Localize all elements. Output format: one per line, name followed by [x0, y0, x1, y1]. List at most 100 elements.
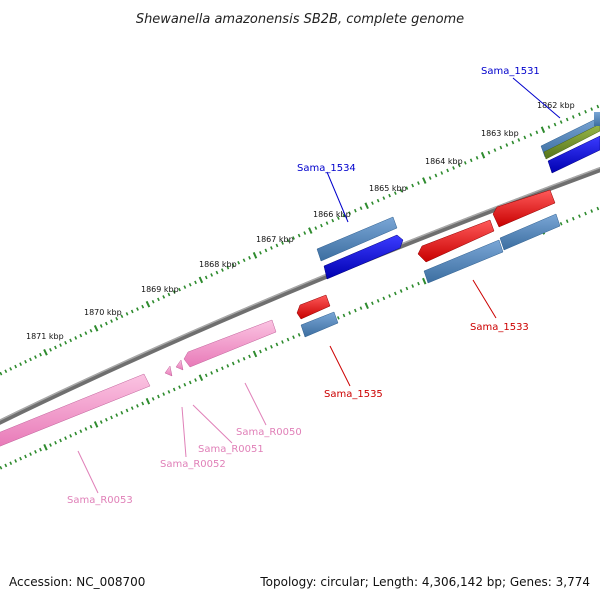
outer-scale-tick	[93, 324, 99, 332]
label-sama-r0050[interactable]: Sama_R0050	[236, 427, 302, 438]
inner-scale-tick	[393, 291, 397, 296]
inner-scale-tick	[371, 301, 374, 306]
rna-sama-r0053[interactable]	[0, 373, 151, 447]
inner-scale-tick	[43, 443, 48, 451]
inner-scale-tick	[399, 289, 403, 293]
scale-label-1863: 1863 kbp	[481, 129, 519, 138]
inner-scale-tick	[188, 380, 192, 385]
outer-scale-tick	[308, 227, 313, 234]
outer-scale-tick	[565, 117, 569, 122]
label-sama-r0052[interactable]: Sama_R0052	[160, 459, 226, 470]
gene-edge-right[interactable]	[594, 112, 600, 126]
outer-scale-tick	[553, 122, 557, 127]
inner-scale-tick	[125, 408, 129, 413]
outer-scale-tick	[303, 231, 307, 235]
outer-scale-tick	[215, 270, 219, 275]
inner-scale-tick	[248, 354, 251, 359]
inner-scale-tick	[596, 206, 600, 211]
inner-scale-tick	[69, 434, 73, 438]
label-sama-1534[interactable]: Sama_1534	[297, 163, 356, 174]
outer-scale-tick	[297, 233, 301, 238]
outer-scale-tick	[19, 362, 23, 366]
outer-scale-tick	[220, 268, 224, 272]
inner-scale-tick	[382, 296, 386, 301]
outer-scale-tick	[434, 173, 438, 178]
inner-scale-tick	[237, 359, 241, 363]
rna-sama-r0051[interactable]	[175, 359, 184, 371]
inner-scale-tick	[204, 373, 208, 378]
outer-scale-tick	[281, 241, 284, 245]
outer-scale-tick	[475, 156, 479, 160]
rna-sama-r0050[interactable]	[183, 319, 277, 368]
inner-scale-tick	[571, 216, 575, 221]
inner-scale-tick	[559, 221, 563, 226]
outer-scale-tick	[4, 369, 8, 374]
gene-sama-1535[interactable]	[300, 311, 339, 338]
outer-scale-tick	[596, 104, 600, 109]
outer-scale-tick	[125, 312, 129, 316]
inner-scale-tick	[210, 371, 214, 375]
inner-scale-tick	[104, 417, 108, 422]
label-sama-1531[interactable]: Sama_1531	[481, 66, 540, 77]
outer-scale-tick	[248, 255, 251, 260]
outer-scale-tick	[517, 138, 521, 142]
scale-label-1866: 1866 kbp	[313, 210, 351, 219]
inner-scale-tick	[9, 461, 13, 466]
label-sama-1533[interactable]: Sama_1533	[470, 322, 529, 333]
outer-scale-tick	[353, 208, 357, 213]
inner-scale-tick	[172, 387, 176, 392]
outer-scale-tick	[547, 125, 551, 129]
inner-scale-tick	[264, 347, 268, 352]
outer-scale-tick	[259, 251, 262, 255]
inner-scale-tick	[353, 308, 357, 313]
rna-sama-r0052[interactable]	[164, 365, 173, 377]
outer-scale-tick	[469, 158, 473, 163]
inner-scale-tick	[275, 342, 279, 347]
label-sama-1535[interactable]: Sama_1535	[324, 389, 383, 400]
cds-sama-1535[interactable]	[296, 294, 331, 320]
inner-scale-tick	[24, 454, 27, 459]
outer-scale-tick	[24, 359, 27, 364]
forward-features	[316, 112, 600, 280]
outer-scale-tick	[141, 304, 145, 309]
map-title: Shewanella amazonensis SB2B, complete ge…	[136, 12, 464, 27]
inner-scale-tick	[115, 413, 119, 417]
outer-scale-tick	[275, 243, 279, 248]
cds-sama-1533-b[interactable]	[492, 189, 556, 228]
outer-scale-tick	[226, 265, 230, 270]
outer-scale-tick	[242, 258, 246, 263]
misc-feature-sama-1531[interactable]	[543, 123, 600, 160]
outer-scale-tick	[428, 176, 432, 180]
outer-scale-tick	[34, 355, 37, 359]
inner-scale-tick	[79, 429, 83, 434]
outer-scale-tick	[188, 282, 192, 287]
outer-scale-tick	[411, 183, 415, 188]
outer-scale-tick	[452, 166, 455, 170]
gene-sama-1533-b[interactable]	[499, 213, 561, 251]
inner-scale-tick	[167, 390, 171, 394]
inner-scale-tick	[39, 447, 42, 452]
inner-scale-tick	[0, 465, 3, 470]
outer-scale-tick	[178, 287, 181, 292]
gene-sama-1533[interactable]	[423, 239, 504, 284]
inner-scale-tick	[120, 410, 124, 415]
label-sama-r0051[interactable]: Sama_R0051	[198, 444, 264, 455]
cds-sama-1531[interactable]	[547, 135, 600, 174]
outer-scale-tick	[348, 211, 352, 215]
inner-scale-tick	[84, 427, 88, 431]
outer-scale-tick	[463, 161, 467, 165]
inner-scale-tick	[64, 436, 68, 440]
outer-scale-tick	[115, 316, 119, 321]
inner-scale-tick	[178, 385, 181, 389]
outer-scale-tick	[342, 213, 346, 218]
cds-sama-1533-a[interactable]	[417, 219, 495, 263]
gene-sama-1534[interactable]	[316, 216, 398, 262]
inner-scale-tick	[348, 311, 352, 315]
inner-scale-tick	[342, 313, 346, 318]
outer-scale-tick	[388, 193, 391, 198]
inner-scale-tick	[4, 463, 8, 468]
outer-scale-tick	[584, 109, 587, 114]
outer-scale-tick	[252, 251, 258, 259]
label-sama-r0053[interactable]: Sama_R0053	[67, 495, 133, 506]
cds-sama-1534[interactable]	[323, 234, 404, 280]
